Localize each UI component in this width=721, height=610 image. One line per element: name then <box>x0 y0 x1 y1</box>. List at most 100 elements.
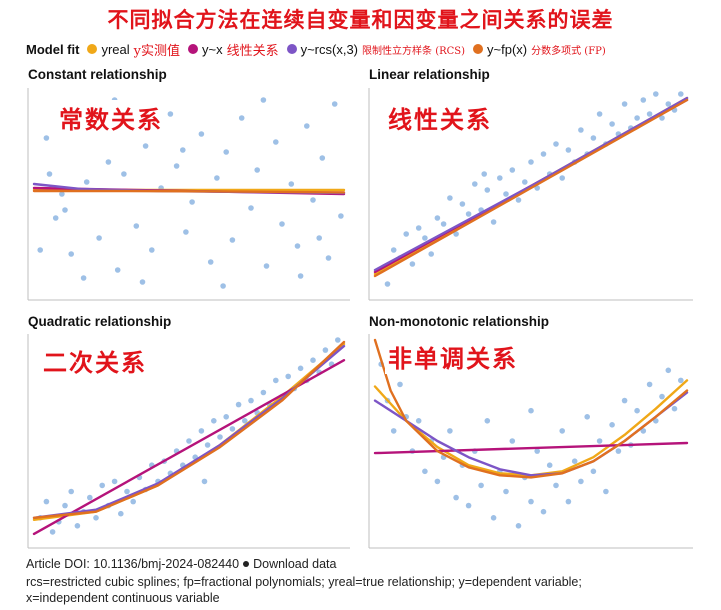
data-point <box>118 510 124 517</box>
data-point <box>96 235 102 241</box>
panel-title-constant: Constant relationship <box>28 67 167 82</box>
data-point <box>609 121 615 127</box>
data-point <box>248 205 254 211</box>
data-point <box>440 221 447 227</box>
data-point <box>93 515 99 521</box>
data-point <box>285 373 292 380</box>
data-point <box>319 155 326 161</box>
data-point <box>49 529 56 535</box>
overlay-label-linear: 线性关系 <box>385 100 495 135</box>
legend-lin-text: y~x <box>201 41 223 57</box>
data-point <box>198 131 205 137</box>
legend-fp-cn: 分数多项式 (FP) <box>531 45 606 57</box>
chart-quadratic <box>27 334 350 549</box>
data-point <box>167 111 174 117</box>
data-point <box>83 179 90 185</box>
data-point <box>484 418 491 424</box>
data-point <box>422 468 428 475</box>
data-point <box>139 279 146 285</box>
data-point <box>453 494 459 501</box>
legend: Model fit yreal y实测值 y~x 线性关系 y~rcs(x,3)… <box>26 39 614 59</box>
data-point <box>578 127 584 133</box>
data-point <box>540 508 547 515</box>
data-point <box>671 405 678 412</box>
data-point <box>434 215 441 221</box>
data-point <box>198 428 205 434</box>
data-point <box>522 179 528 185</box>
data-point <box>68 488 74 495</box>
data-point <box>87 494 93 501</box>
data-point <box>459 201 466 207</box>
legend-item-rcs: y~rcs(x,3) 限制性立方样条 (RCS) <box>286 42 465 57</box>
data-point <box>316 235 323 241</box>
data-point <box>52 215 59 221</box>
data-point <box>62 502 68 509</box>
bullet-icon <box>243 561 250 567</box>
figure-title: 不同拟合方法在连续自变量和因变量之间关系的误差 <box>107 7 614 32</box>
data-point <box>390 247 397 253</box>
data-point <box>288 181 295 187</box>
data-point <box>242 418 248 424</box>
data-point <box>322 347 329 353</box>
data-point <box>646 381 653 388</box>
data-point <box>397 381 403 388</box>
chart-linear <box>368 88 693 301</box>
data-point <box>325 255 332 261</box>
data-point <box>409 261 416 267</box>
data-point <box>678 91 684 97</box>
panel-title-linear: Linear relationship <box>369 67 490 82</box>
data-point <box>390 428 397 434</box>
data-point <box>659 115 665 121</box>
data-point <box>204 442 211 448</box>
panel-title-nonmonotonic: Non-monotonic relationship <box>369 314 549 329</box>
data-point <box>415 418 422 424</box>
data-point <box>273 377 279 384</box>
data-point <box>584 414 590 420</box>
data-point <box>260 97 267 103</box>
data-point <box>571 458 578 464</box>
data-point <box>546 462 553 468</box>
download-data-link[interactable]: Download data <box>253 557 337 571</box>
data-point <box>497 175 503 181</box>
footer-abbreviations: rcs=restricted cubic splines; fp=fractio… <box>26 575 582 589</box>
data-point <box>310 357 316 363</box>
legend-yreal-cn: y实测值 <box>133 43 180 59</box>
overlay-label-nonmonotonic: 非单调关系 <box>385 339 521 374</box>
data-point <box>553 482 559 489</box>
data-point <box>220 283 226 289</box>
data-point <box>640 428 647 434</box>
data-point <box>294 243 301 249</box>
data-point <box>68 251 74 257</box>
data-point <box>515 197 522 203</box>
data-point <box>509 167 516 173</box>
data-point <box>43 135 50 141</box>
data-point <box>428 251 434 257</box>
data-point <box>590 468 597 475</box>
data-point <box>186 438 192 444</box>
data-point <box>481 171 487 177</box>
data-point <box>478 482 484 489</box>
data-point <box>273 139 279 145</box>
data-point <box>149 247 155 253</box>
legend-yreal-dot-icon <box>87 44 98 54</box>
data-point <box>304 123 310 129</box>
data-point <box>415 225 422 231</box>
data-point <box>384 281 391 287</box>
legend-label: Model fit <box>26 41 80 57</box>
data-point <box>223 414 229 420</box>
data-point <box>310 197 316 203</box>
data-point <box>142 143 149 149</box>
data-point <box>74 523 81 529</box>
data-point <box>540 151 547 157</box>
data-point <box>515 523 522 529</box>
fp-fit-line <box>373 338 689 479</box>
data-point <box>609 422 615 428</box>
data-point <box>80 275 87 281</box>
data-point <box>130 498 136 505</box>
data-point <box>447 195 453 201</box>
legend-item-yreal: yreal y实测值 <box>87 40 180 59</box>
data-point <box>565 498 572 505</box>
data-point <box>596 438 603 444</box>
legend-item-lin: y~x 线性关系 <box>187 40 279 59</box>
legend-rcs-dot-icon <box>286 44 297 54</box>
